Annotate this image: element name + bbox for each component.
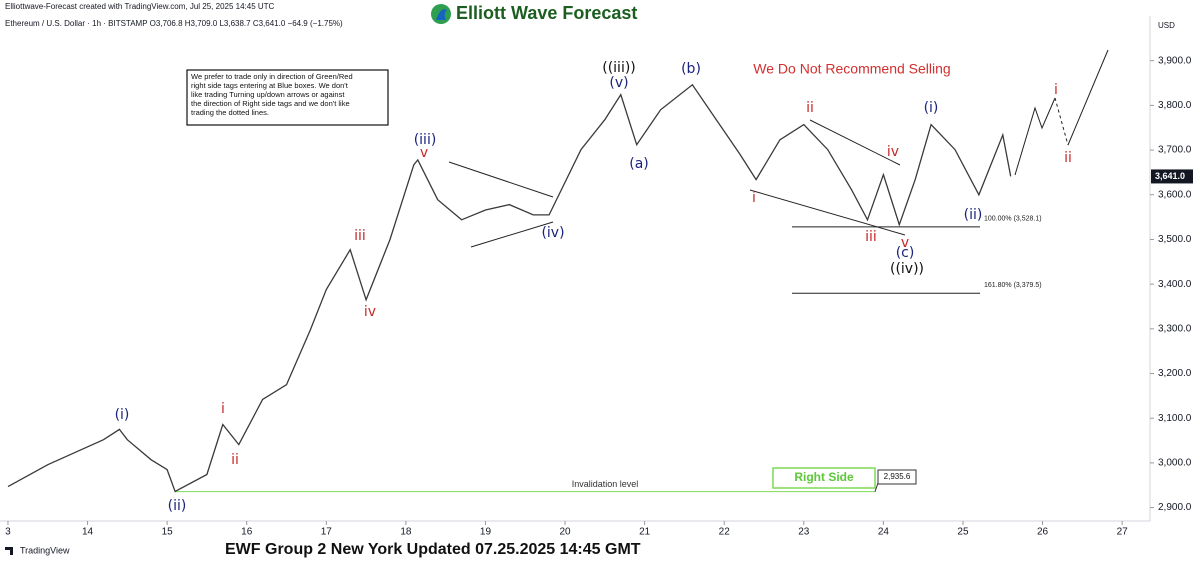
last-price-label: 3,641.0 bbox=[1155, 171, 1185, 181]
y-tick-label: 3,300.0 bbox=[1158, 323, 1192, 334]
wave-label: ii bbox=[231, 452, 239, 468]
wave-label: i bbox=[752, 190, 756, 206]
x-tick-label: 24 bbox=[878, 527, 890, 538]
wave-label: iii bbox=[354, 228, 366, 244]
y-tick-label: 3,600.0 bbox=[1158, 189, 1192, 200]
x-tick-label: 15 bbox=[162, 527, 174, 538]
note-box bbox=[186, 69, 389, 126]
right-side-tag: Right Side bbox=[794, 470, 854, 484]
projection bbox=[1067, 49, 1109, 146]
logo-text: Elliott Wave Forecast bbox=[456, 3, 637, 23]
x-tick-label: 18 bbox=[400, 527, 412, 538]
note-line: like trading Turning up/down arrows or a… bbox=[191, 90, 345, 99]
invalidation-value: 2,935.6 bbox=[884, 472, 911, 481]
warning: We Do Not Recommend Selling bbox=[753, 61, 950, 77]
last-price-box bbox=[1151, 169, 1193, 184]
currency: USD bbox=[1158, 21, 1175, 30]
wave-label: i bbox=[1054, 82, 1058, 98]
wave-label: (i) bbox=[115, 407, 130, 423]
x-tick-label: 14 bbox=[82, 527, 94, 538]
wave-label: (b) bbox=[681, 61, 701, 77]
x-tick-label: 20 bbox=[559, 527, 571, 538]
wave-label: iv bbox=[364, 304, 376, 320]
y-tick-label: 2,900.0 bbox=[1158, 502, 1192, 513]
y-tick-label: 3,800.0 bbox=[1158, 100, 1192, 111]
wave-label: (ii) bbox=[964, 207, 983, 223]
wave-label: iv bbox=[887, 144, 899, 160]
note: We prefer to trade only in direction of … bbox=[191, 72, 353, 117]
wave-label: (i) bbox=[924, 100, 939, 116]
logo-icon-wave bbox=[436, 9, 447, 20]
projection bbox=[1014, 97, 1056, 176]
wave-label: ii bbox=[1064, 150, 1072, 166]
footer: EWF Group 2 New York Updated 07.25.2025 … bbox=[225, 541, 641, 558]
wedge-lower bbox=[749, 189, 906, 236]
wave-label: ((iii)) bbox=[602, 60, 636, 76]
wave-label: (a) bbox=[629, 156, 649, 172]
x-tick-label: 17 bbox=[321, 527, 333, 538]
triangle-lower bbox=[470, 221, 554, 248]
credit: Elliottwave-Forecast created with Tradin… bbox=[5, 2, 275, 11]
wave-label: (iii) bbox=[414, 132, 437, 148]
wedge-upper bbox=[809, 119, 901, 166]
wave-label: iii bbox=[865, 229, 877, 245]
pattern-lines bbox=[448, 49, 1109, 248]
y-tick-label: 3,700.0 bbox=[1158, 145, 1192, 156]
x-tick-label: 19 bbox=[480, 527, 492, 538]
x-tick-label: 21 bbox=[639, 527, 651, 538]
y-tick-label: 3,900.0 bbox=[1158, 55, 1192, 66]
note-line: the direction of Right side tags and we … bbox=[191, 99, 350, 108]
wave-label: (c) bbox=[896, 245, 915, 261]
wave-label: v bbox=[901, 235, 909, 251]
x-tick-label: 3 bbox=[5, 527, 11, 538]
wave-label: (v) bbox=[609, 75, 628, 91]
x-tick-label: 23 bbox=[798, 527, 810, 538]
x-tick-label: 16 bbox=[241, 527, 253, 538]
x-tick-label: 26 bbox=[1037, 527, 1049, 538]
y-tick-label: 3,100.0 bbox=[1158, 413, 1192, 424]
wave-label: (ii) bbox=[168, 498, 187, 514]
y-tick-label: 3,000.0 bbox=[1158, 458, 1192, 469]
brand: TradingView bbox=[20, 545, 70, 555]
brand-icon bbox=[5, 547, 13, 555]
y-tick-label: 3,500.0 bbox=[1158, 234, 1192, 245]
x-tick-label: 25 bbox=[957, 527, 969, 538]
projection-dotted bbox=[1054, 97, 1069, 146]
note-line: right side tags entering at Blue boxes. … bbox=[191, 81, 349, 90]
triangle-upper bbox=[448, 161, 554, 198]
wave-label: ((iv)) bbox=[890, 261, 924, 277]
y-tick-label: 3,400.0 bbox=[1158, 279, 1192, 290]
invalidation-box bbox=[877, 469, 917, 485]
note-line: We prefer to trade only in direction of … bbox=[191, 72, 353, 81]
wave-label: ii bbox=[806, 100, 814, 116]
wave-label: i bbox=[221, 401, 225, 417]
fib-level-label: 161.80% (3,379.5) bbox=[984, 282, 1042, 289]
logo: Elliott Wave Forecast bbox=[431, 3, 637, 24]
price-line bbox=[7, 83, 1012, 493]
y-tick-label: 3,200.0 bbox=[1158, 368, 1192, 379]
invalidation-name: Invalidation level bbox=[572, 479, 639, 489]
wave-label: v bbox=[420, 145, 428, 161]
symbol-info: Ethereum / U.S. Dollar · 1h · BITSTAMP O… bbox=[5, 19, 343, 28]
right-side-box bbox=[772, 467, 876, 489]
fib-level-label: 100.00% (3,528.1) bbox=[984, 216, 1042, 223]
x-tick-label: 22 bbox=[719, 527, 731, 538]
x-tick-label: 27 bbox=[1117, 527, 1129, 538]
note-line: trading the dotted lines. bbox=[191, 108, 269, 117]
wave-label: (iv) bbox=[541, 225, 564, 241]
